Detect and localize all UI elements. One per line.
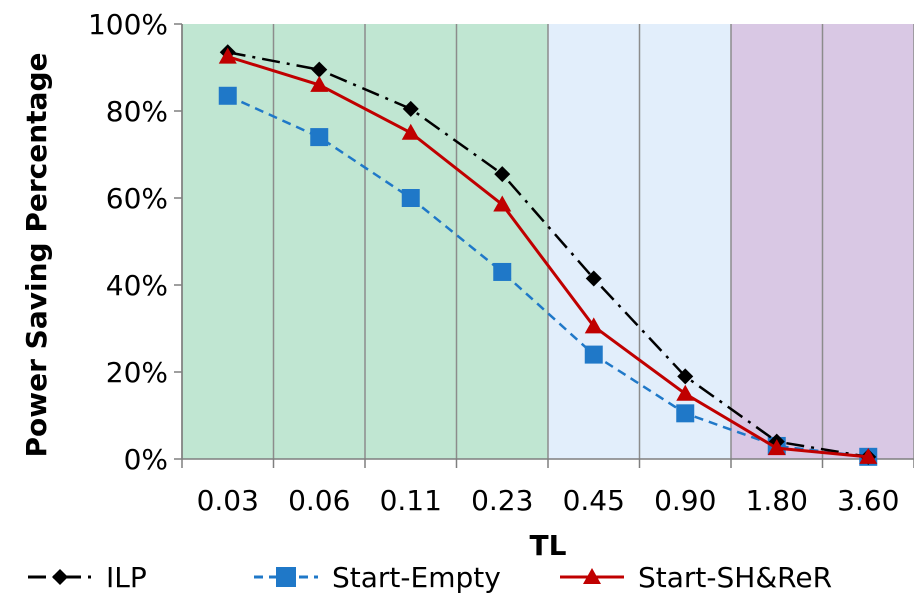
data-point	[310, 75, 329, 92]
data-point	[218, 86, 237, 105]
legend-marker	[276, 567, 296, 587]
data-point	[493, 195, 512, 212]
series-line	[227, 51, 869, 459]
legend-item: ILP	[28, 561, 147, 594]
legend-item: Start-Empty	[254, 561, 501, 594]
data-point	[767, 439, 786, 456]
axes	[174, 23, 914, 468]
legend-label: ILP	[106, 561, 147, 594]
data-point	[401, 123, 420, 140]
data-point	[218, 47, 237, 64]
legend-marker	[583, 568, 601, 584]
y-axis-title: Power Saving Percentage	[20, 53, 53, 458]
legend-label: Start-SH&ReR	[638, 561, 832, 594]
legend-item: Start-SH&ReR	[560, 561, 832, 594]
x-tick-labels: 0.03 0.06 0.11 0.23 0.45 0.90 1.80 3.60	[197, 484, 900, 517]
x-tick-label: 0.11	[380, 484, 442, 517]
legend: ILP Start-Empty Start-SH&ReR	[28, 561, 832, 594]
y-tick-label: 20%	[106, 356, 168, 389]
x-tick-label: 0.45	[563, 484, 625, 517]
x-tick-label: 0.06	[288, 484, 350, 517]
data-point	[401, 189, 420, 207]
x-tick-label: 0.03	[197, 484, 259, 517]
data-point	[676, 404, 695, 423]
y-tick-label: 40%	[106, 269, 168, 302]
data-point	[310, 128, 329, 147]
y-tick-label: 60%	[106, 182, 168, 215]
x-tick-label: 0.90	[654, 484, 716, 517]
data-point	[584, 317, 603, 334]
y-tick-label: 100%	[88, 8, 168, 41]
series-group	[218, 44, 878, 466]
legend-marker	[52, 569, 68, 585]
x-tick-label: 1.80	[746, 484, 808, 517]
series-start-sh-rer	[218, 47, 878, 464]
y-tick-labels: 0% 20% 40% 60% 80% 100%	[88, 8, 168, 476]
data-point	[584, 345, 603, 364]
x-tick-label: 0.23	[471, 484, 533, 517]
y-tick-label: 80%	[106, 95, 168, 128]
data-point	[677, 368, 694, 385]
series-line	[227, 55, 869, 459]
x-tick-label: 3.60	[837, 484, 899, 517]
data-point	[402, 100, 419, 117]
data-point	[676, 384, 695, 401]
y-tick-label: 0%	[124, 443, 168, 476]
x-axis-title: TL	[530, 529, 567, 562]
data-point	[585, 270, 602, 287]
legend-label: Start-Empty	[332, 561, 501, 594]
data-point	[494, 166, 511, 183]
data-point	[311, 61, 328, 78]
data-point	[493, 262, 512, 281]
data-point	[859, 447, 878, 464]
